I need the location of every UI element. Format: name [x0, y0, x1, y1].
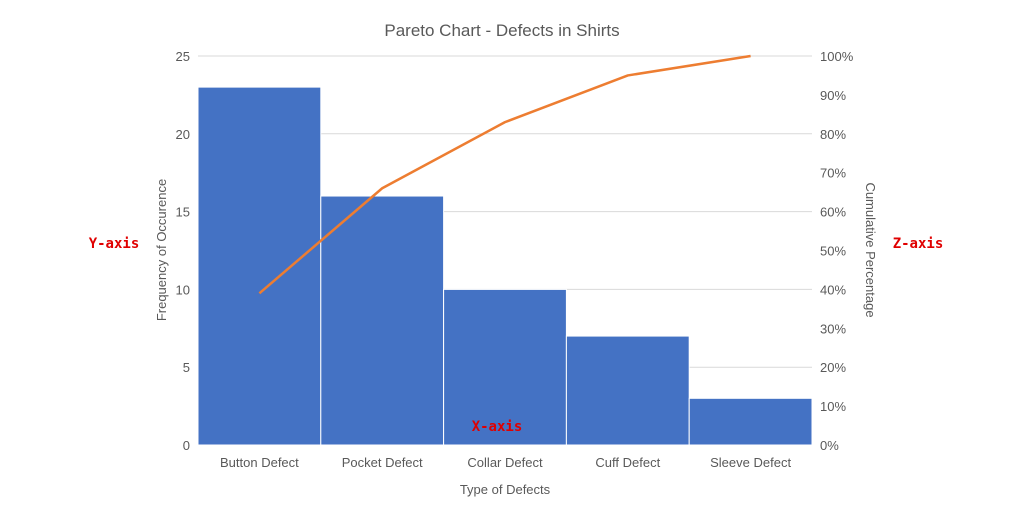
z-tick-label-9: 90% [820, 88, 846, 103]
y-axis-title: Frequency of Occurence [154, 179, 169, 321]
bar-2 [443, 288, 567, 446]
cumulative-line [258, 54, 751, 295]
x-tick-label-4: Sleeve Defect [710, 455, 791, 470]
z-tick-label-2: 20% [820, 360, 846, 375]
x-axis-title: Type of Defects [460, 482, 551, 497]
z-tick-label-3: 30% [820, 321, 846, 336]
x-tick-label-1: Pocket Defect [342, 455, 423, 470]
z-tick-label-1: 10% [820, 399, 846, 414]
z-tick-label-5: 50% [820, 244, 846, 259]
bar-4 [688, 397, 813, 446]
z-tick-label-10: 100% [820, 49, 854, 64]
y-axis-ticks: 0 5 10 15 20 25 [176, 49, 190, 453]
cumulative-line-group [258, 54, 751, 295]
bars [197, 86, 813, 446]
y-tick-label-1: 5 [183, 360, 190, 375]
y-tick-label-5: 25 [176, 49, 190, 64]
z-tick-label-6: 60% [820, 205, 846, 220]
chart-title: Pareto Chart - Defects in Shirts [384, 21, 619, 40]
y-tick-label-0: 0 [183, 438, 190, 453]
z-tick-label-4: 40% [820, 282, 846, 297]
z-axis-ticks: 0% 10% 20% 30% 40% 50% 60% 70% 80% 90% 100% [820, 49, 854, 453]
y-axis-annotation: Y-axis [89, 236, 140, 252]
bar-3 [565, 335, 690, 446]
bar-0 [197, 86, 322, 446]
z-tick-label-0: 0% [820, 438, 839, 453]
x-axis-ticks: Button Defect Pocket Defect Collar Defect C… [220, 455, 791, 470]
bar-1 [320, 195, 445, 446]
z-axis-title: Cumulative Percentage [863, 182, 878, 317]
x-axis-annotation: X-axis [472, 419, 523, 435]
z-axis-annotation: Z-axis [893, 236, 944, 252]
y-tick-label-2: 10 [176, 282, 190, 297]
z-tick-label-8: 80% [820, 127, 846, 142]
y-tick-label-3: 15 [176, 205, 190, 220]
y-tick-label-4: 20 [176, 127, 190, 142]
z-tick-label-7: 70% [820, 166, 846, 181]
x-tick-label-2: Collar Defect [467, 455, 543, 470]
x-tick-label-3: Cuff Defect [595, 455, 660, 470]
x-tick-label-0: Button Defect [220, 455, 299, 470]
